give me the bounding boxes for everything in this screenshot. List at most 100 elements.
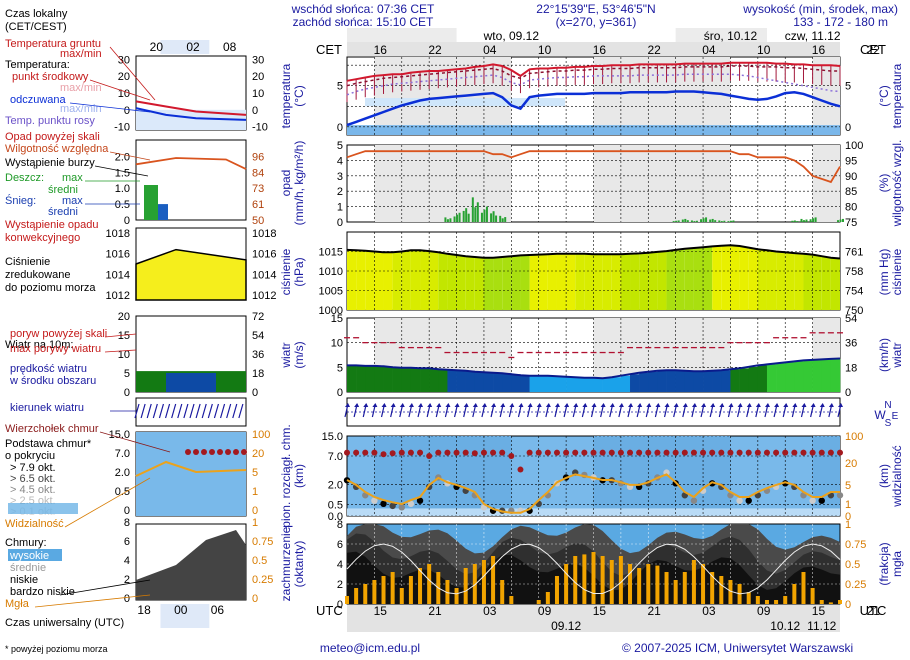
- wind-speed-bar: [401, 367, 412, 392]
- cloud-top-dot: [791, 449, 798, 456]
- pressure-fill: [356, 250, 366, 310]
- fog-bar: [418, 568, 423, 604]
- wind-tick: 15: [331, 313, 343, 325]
- wind-speed-bar: [347, 365, 357, 392]
- top-hour-tick: 16: [374, 43, 388, 57]
- pressure-fill: [502, 256, 512, 310]
- cloud-top-dot: [709, 449, 716, 456]
- precip-bar: [839, 219, 842, 222]
- legend-ground-maxmin: max/min: [60, 48, 102, 60]
- pressure-fill: [821, 256, 831, 310]
- pressure-fill: [785, 252, 795, 310]
- fog-bar: [828, 602, 833, 604]
- legend-precip-tick: 0: [124, 215, 130, 227]
- cloud-base-dot: [745, 497, 752, 504]
- humidity-tick: 95: [845, 155, 857, 167]
- wind-arrow-head: [354, 403, 360, 407]
- precip-bar: [444, 217, 447, 222]
- humidity-tick: 80: [845, 202, 857, 214]
- legend-fog: Mgła: [5, 598, 30, 610]
- wind-arrow-head: [637, 403, 643, 407]
- pressure-fill: [675, 248, 685, 310]
- legend-wind-arrow: [134, 403, 140, 419]
- fog-bar: [591, 552, 596, 604]
- wind-arrow-head: [418, 403, 424, 407]
- fog-bar: [354, 588, 359, 604]
- legend-fog-tick: 0.75: [252, 536, 273, 548]
- coordinates-text: 22°15'39"E, 53°46'5"N: [536, 2, 655, 16]
- legend-connector: [69, 102, 151, 113]
- cloud-top-dot: [681, 449, 688, 456]
- legend-connector: [109, 46, 156, 101]
- wind-kmh-tick: 0: [845, 387, 851, 399]
- precip-bar: [681, 219, 684, 222]
- wind-speed-bar: [730, 369, 740, 392]
- precip-bar: [809, 219, 812, 222]
- legend-temp-tick-left: -10: [114, 122, 130, 134]
- pressure-fill: [347, 249, 357, 310]
- wind-speed-bar: [703, 371, 713, 392]
- precip-bar: [791, 220, 794, 222]
- cloud-top-dot: [471, 450, 478, 457]
- temperature-axis-label: temperatura: [279, 63, 293, 128]
- legend-time-zone: (CET/CEST): [5, 21, 67, 33]
- precip-bar: [723, 220, 726, 222]
- cloudcover-tick: 6: [337, 539, 343, 551]
- legend-wind-arrow: [238, 403, 244, 419]
- cloud-top-dot: [462, 449, 469, 456]
- precip-bar: [714, 220, 717, 222]
- cloud-top-dot: [517, 466, 524, 473]
- cloudbase-tick: 15.0: [322, 431, 343, 443]
- pressure-fill: [812, 254, 822, 310]
- legend-temp-tick-left: 30: [118, 54, 130, 66]
- visibility-line: [346, 473, 840, 514]
- precip-bar: [504, 217, 507, 222]
- legend-cloud-top-dot: [209, 449, 215, 455]
- legend-temp-tick-right: 10: [252, 88, 264, 100]
- wind-speed-bar: [502, 373, 512, 392]
- fog-bar: [838, 600, 842, 604]
- cloud-top-dot: [727, 449, 734, 456]
- legend-visibility-line: [135, 460, 247, 477]
- legend-connector: [99, 431, 171, 453]
- legend-connector: [109, 151, 151, 161]
- legend-temp-tick-left: 10: [118, 88, 130, 100]
- wind-arrow-head: [454, 403, 460, 407]
- fog-bar: [481, 560, 486, 604]
- pressure-fill: [566, 253, 576, 310]
- wind-speed-bar: [529, 375, 540, 392]
- cloud-base-dot: [809, 497, 816, 504]
- day-label-tue: wto, 09.12: [483, 29, 540, 43]
- wind-arrow-head: [436, 403, 442, 407]
- precip-bar: [501, 218, 504, 222]
- cloud-top-dot: [636, 449, 643, 456]
- wind-speed-bar: [620, 375, 631, 392]
- wind-arrow-head: [527, 403, 533, 407]
- precip-tick: 2: [337, 186, 343, 198]
- top-hour-tick: 10: [538, 43, 552, 57]
- wind-arrow-head: [838, 403, 843, 407]
- legend-wind-arrow: [232, 403, 238, 419]
- pressure-fill: [630, 253, 640, 310]
- wind-direction-panel-frame: [346, 397, 841, 427]
- elevation-values: 133 - 172 - 180 m: [793, 15, 888, 29]
- legend-humidity-tick: 84: [252, 167, 264, 179]
- pressure-fill: [712, 245, 722, 310]
- wind-arrow-head: [819, 403, 825, 407]
- wind-arrow-head: [719, 403, 725, 407]
- wind-speed-bar: [748, 366, 759, 392]
- wind-arrow-head: [481, 403, 487, 407]
- legend-fog-tick: 0.25: [252, 574, 273, 586]
- legend-gust-above: poryw powyżej skali: [10, 328, 107, 340]
- pressure-fill: [520, 255, 530, 310]
- pressure-fill: [365, 250, 375, 310]
- cloudcover-tick: 2: [337, 579, 343, 591]
- legend-wind-arrow: [140, 403, 146, 419]
- bottom-hour-tick: 03: [702, 604, 716, 618]
- cloud-top-dot: [608, 449, 615, 456]
- legend-wind10: Wiatr na 10m:: [5, 339, 73, 351]
- legend-temp-tick-left: 20: [118, 71, 130, 83]
- legend-wind-arrow: [195, 403, 201, 419]
- cloud-top-dot: [362, 449, 369, 456]
- legend-connector: [89, 79, 151, 101]
